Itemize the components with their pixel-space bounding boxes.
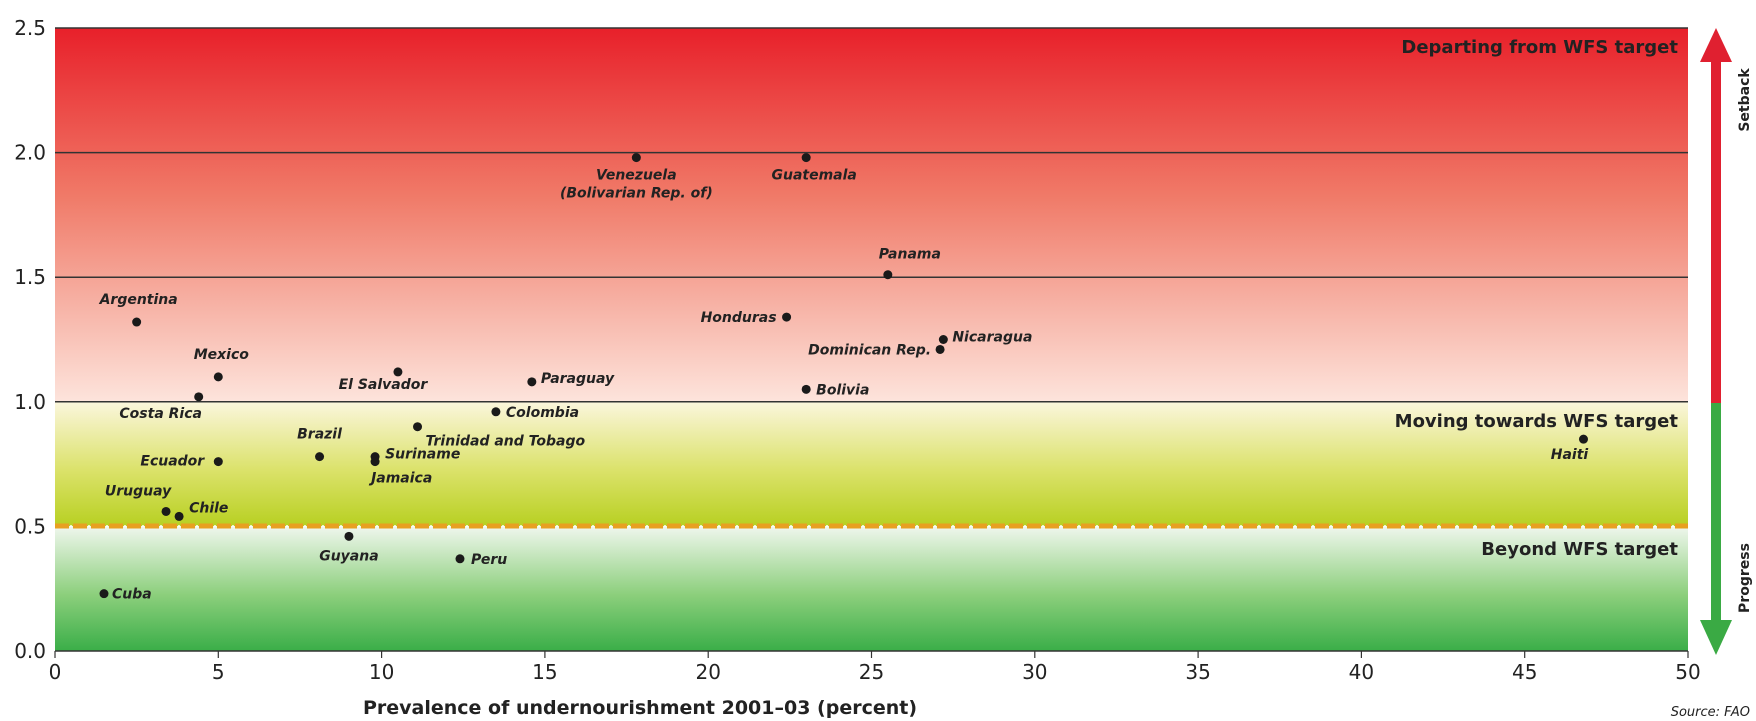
point-colombia [491,407,501,417]
point-label: Peru [471,552,507,568]
zone-departing-band [55,28,1688,402]
point-brazil [315,452,325,462]
point-label: Argentina [99,292,178,308]
point-chile [174,511,184,521]
point-paraguay [527,377,537,387]
setback-label: Setback [1737,68,1753,132]
x-tick-label: 25 [859,660,884,684]
point-peru [455,554,465,564]
point-label: Nicaragua [952,330,1032,346]
y-tick-label: 1.0 [14,390,46,414]
point-label: Bolivia [816,382,869,398]
zone-label-moving: Moving towards WFS target [1395,411,1679,432]
point-venezuela [631,153,641,163]
point-label: Guyana [319,548,378,564]
point-label: Paraguay [541,371,615,387]
y-tick-label: 0.5 [14,514,46,538]
arrow-down-head [1700,620,1732,655]
point-costa-rica [194,392,204,402]
arrow-red-shaft [1711,55,1721,403]
point-label: Haiti [1551,447,1589,463]
point-trinidad-and-tobago [413,422,423,432]
point-label: Mexico [194,347,250,363]
point-label: Colombia [506,405,579,421]
y-tick-label: 2.0 [14,141,46,165]
point-label: Uruguay [105,483,172,499]
x-tick-label: 0 [49,660,62,684]
gridlines [55,27,1688,403]
point-haiti [1578,434,1588,444]
point-label: Jamaica [368,471,432,487]
point-el-salvador [393,367,403,377]
x-tick-label: 45 [1512,660,1537,684]
x-tick-label: 20 [695,660,720,684]
source-note: Source: FAO [1671,705,1750,720]
y-tick-label: 2.5 [14,16,46,40]
point-label: El Salvador [339,377,429,393]
point-label: Ecuador [140,454,205,470]
point-label: Trinidad and Tobago [426,434,586,450]
point-jamaica [370,457,380,467]
point-label: Costa Rica [119,406,202,422]
point-ecuador [213,457,223,467]
point-mexico [213,372,223,382]
point-uruguay [161,506,171,516]
x-tick-label: 50 [1675,660,1700,684]
data-points: Venezuela (Bolivarian Rep. of) Guatemala Pa… [99,153,1589,603]
point-honduras [782,312,792,322]
x-tick-label: 30 [1022,660,1047,684]
zone-moving-band [55,402,1688,526]
progress-label: Progress [1737,543,1753,613]
point-panama [883,270,893,280]
point-label: Panama [879,247,941,263]
point-label: Dominican Rep. [808,342,931,358]
x-axis-title: Prevalence of undernourishment 2001–03 (… [363,697,917,719]
y-axis: 0.0 0.5 1.0 1.5 2.0 2.5 [14,16,46,663]
point-label: Honduras [701,310,777,326]
point-label: Suriname [385,447,460,463]
x-axis: 0 5 10 15 20 25 30 35 40 45 50 [49,650,1701,684]
point-label: Chile [189,500,228,516]
setback-progress-arrow [1700,28,1732,655]
arrow-green-shaft [1711,403,1721,625]
point-argentina [132,317,142,327]
point-dominican-rep [935,344,945,354]
x-tick-label: 15 [532,660,557,684]
point-label: Brazil [297,427,342,443]
arrow-up-head [1700,28,1732,62]
point-label: Venezuela [596,168,677,184]
x-tick-label: 10 [369,660,394,684]
point-bolivia [801,384,811,394]
y-tick-label: 0.0 [14,639,46,663]
point-guyana [344,531,354,541]
point-nicaragua [938,335,948,344]
x-tick-label: 40 [1349,660,1374,684]
zone-label-departing: Departing from WFS target [1401,37,1678,58]
y-tick-label: 1.5 [14,265,46,289]
point-guatemala [801,153,811,163]
x-tick-label: 5 [212,660,225,684]
point-cuba [99,589,109,599]
point-label: Guatemala [771,168,856,184]
x-tick-label: 35 [1185,660,1210,684]
point-label: (Bolivarian Rep. of) [560,186,713,202]
point-label: Cuba [112,587,152,603]
zone-beyond-band [55,526,1688,651]
zone-label-beyond: Beyond WFS target [1481,539,1678,560]
